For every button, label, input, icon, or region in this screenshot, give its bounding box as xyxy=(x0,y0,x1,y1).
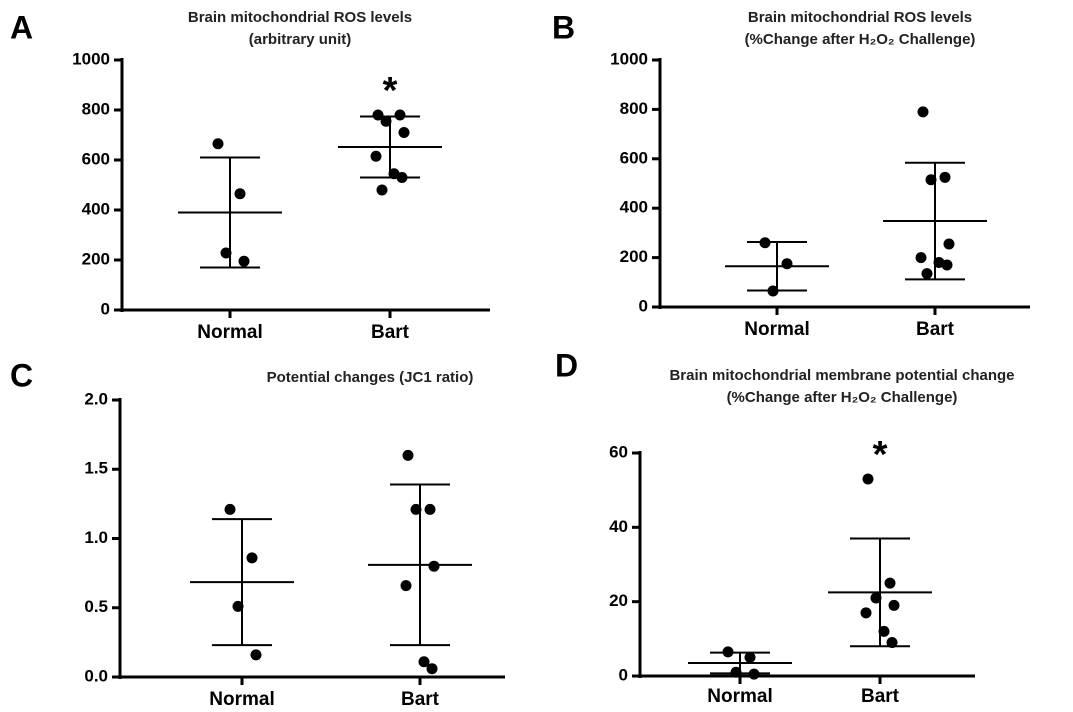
data-point xyxy=(781,258,793,270)
data-point xyxy=(759,237,771,249)
data-point xyxy=(234,188,246,200)
y-tick-label: 800 xyxy=(620,99,648,118)
data-point xyxy=(943,238,955,250)
data-point xyxy=(870,592,882,604)
chart-title: (%Change after H₂O₂ Challenge) xyxy=(745,31,976,48)
data-point xyxy=(370,150,382,162)
y-tick-label: 600 xyxy=(620,148,648,167)
data-point xyxy=(224,503,236,515)
x-tick-label: Normal xyxy=(209,689,274,710)
data-point xyxy=(921,268,933,280)
data-point xyxy=(862,473,874,485)
x-tick-label: Normal xyxy=(744,319,809,340)
y-tick-label: 40 xyxy=(609,517,628,536)
data-point xyxy=(402,449,414,461)
data-point xyxy=(410,503,422,515)
y-tick-label: 1.5 xyxy=(84,459,108,478)
data-point xyxy=(394,109,406,121)
y-tick-label: 0.5 xyxy=(84,597,108,616)
data-point xyxy=(232,600,244,612)
data-point xyxy=(238,255,250,267)
data-point xyxy=(398,127,410,138)
chart-title: Brain mitochondrial membrane potential c… xyxy=(669,367,1014,384)
y-tick-label: 60 xyxy=(609,442,628,461)
y-tick-label: 200 xyxy=(620,247,648,266)
chart-title: (%Change after H₂O₂ Challenge) xyxy=(727,389,958,406)
panel-letter: D xyxy=(555,347,578,383)
y-tick-label: 0 xyxy=(619,665,628,684)
data-point xyxy=(888,599,900,611)
data-point xyxy=(941,259,953,271)
panel-letter: C xyxy=(10,357,33,393)
data-point xyxy=(925,174,937,186)
chart-title: Brain mitochondrial ROS levels xyxy=(188,9,412,26)
data-point xyxy=(220,247,232,259)
y-tick-label: 0.0 xyxy=(84,666,108,685)
y-tick-label: 200 xyxy=(82,249,110,268)
data-point xyxy=(939,171,951,183)
data-point xyxy=(884,577,896,589)
data-point xyxy=(744,651,756,663)
data-point xyxy=(250,649,262,661)
y-tick-label: 2.0 xyxy=(84,389,108,408)
y-tick-label: 400 xyxy=(620,198,648,217)
data-point xyxy=(372,109,384,121)
data-point xyxy=(396,172,408,183)
y-tick-label: 800 xyxy=(82,99,110,118)
y-tick-label: 1000 xyxy=(72,49,110,68)
significance-marker: * xyxy=(383,70,398,112)
data-point xyxy=(748,668,760,680)
y-tick-label: 600 xyxy=(82,149,110,168)
data-point xyxy=(246,552,258,564)
panel-letter: A xyxy=(10,9,33,45)
data-point xyxy=(915,252,927,264)
x-tick-label: Normal xyxy=(197,322,262,343)
y-tick-label: 0 xyxy=(101,299,110,318)
chart-title: Brain mitochondrial ROS levels xyxy=(748,9,972,26)
y-tick-label: 400 xyxy=(82,199,110,218)
y-tick-label: 1.0 xyxy=(84,528,108,547)
data-point xyxy=(380,115,392,127)
y-tick-label: 0 xyxy=(639,296,648,315)
data-point xyxy=(400,580,412,592)
data-point xyxy=(886,637,898,649)
x-tick-label: Bart xyxy=(371,322,410,343)
data-point xyxy=(722,646,734,658)
x-tick-label: Bart xyxy=(916,319,955,340)
data-point xyxy=(376,184,388,196)
data-point xyxy=(428,560,440,572)
chart-title: (arbitrary unit) xyxy=(249,31,352,48)
x-tick-label: Bart xyxy=(401,689,440,710)
data-point xyxy=(860,607,872,619)
data-point xyxy=(730,666,742,678)
significance-marker: * xyxy=(873,434,888,476)
data-point xyxy=(418,656,430,668)
data-point xyxy=(767,285,779,297)
chart-title: Potential changes (JC1 ratio) xyxy=(267,369,474,386)
y-tick-label: 20 xyxy=(609,591,628,610)
panel-letter: B xyxy=(552,9,575,45)
data-point xyxy=(424,503,436,515)
x-tick-label: Normal xyxy=(707,686,772,707)
data-point xyxy=(212,138,224,150)
data-point xyxy=(426,663,438,675)
y-tick-label: 1000 xyxy=(610,49,648,68)
data-point xyxy=(878,625,890,637)
x-tick-label: Bart xyxy=(861,686,900,707)
data-point xyxy=(917,106,929,118)
